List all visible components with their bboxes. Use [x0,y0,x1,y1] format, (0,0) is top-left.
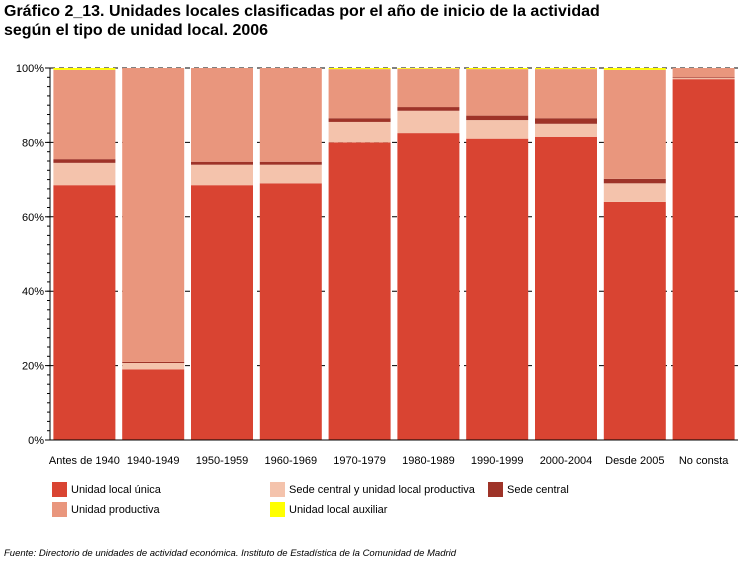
bar-segment [535,118,597,124]
legend-label: Unidad productiva [71,503,160,516]
bar-segment [122,369,185,440]
x-tick-label: 1960-1969 [264,455,317,467]
x-tick-label: 1950-1959 [196,455,249,467]
chart-title: Gráfico 2_13. Unidades locales clasifica… [4,2,744,40]
y-tick-label: 0% [28,435,44,447]
legend-item-sede-central-y-unidad-local-productiva: Sede central y unidad local productiva [270,482,475,497]
x-tick-label: Desde 2005 [605,455,664,467]
legend-swatch [270,482,285,497]
bar-segment [53,69,116,160]
legend-label: Unidad local auxiliar [289,503,388,516]
source-note: Fuente: Directorio de unidades de activi… [4,548,457,559]
bar-segment [53,159,116,163]
bar-segment [603,68,666,70]
bar-segment [466,138,529,440]
bar-segment [672,68,735,78]
legend-label: Sede central y unidad local productiva [289,483,475,496]
bar-segment [535,123,597,137]
bar-segment [672,77,735,79]
bar-segment [672,78,735,80]
bar-segment [259,68,322,162]
bar-segment [397,107,460,111]
bar-segment [191,185,253,440]
bar-segment [328,69,391,119]
bar-segment [603,183,666,202]
bar-segment [53,68,116,70]
stacked-bar-chart: 0% 20% 40% 60% 80% 100% Antes de 1940 1940-1949… [16,63,738,467]
x-tick-label: Antes de 1940 [49,455,120,467]
y-tick-label: 20% [22,361,44,373]
chart-title-line-1: Gráfico 2_13. Unidades locales clasifica… [4,3,600,20]
bar-segment [328,118,391,122]
bar-segment [191,164,253,186]
legend-item-unidad-local-auxiliar: Unidad local auxiliar [270,502,387,517]
legend-swatch [270,502,285,517]
legend-label: Sede central [507,483,569,496]
x-tick-label: No consta [679,455,729,467]
bar-segment [53,185,116,440]
bar-segment [466,120,529,139]
x-tick-label: 1940-1949 [127,455,180,467]
bar-segment [397,68,460,108]
bar-segment [328,142,391,440]
bar-segment [466,68,529,70]
legend-item-unidad-productiva: Unidad productiva [52,502,160,517]
y-tick-label: 60% [22,212,44,224]
legend-label: Unidad local única [71,483,161,496]
chart-legend: Unidad local única Sede central y unidad… [52,480,652,524]
bar-segment [603,178,666,184]
bar-segment [397,68,460,69]
legend-swatch [488,482,503,497]
bar-segment [259,164,322,184]
x-tick-label: 1980-1989 [402,455,455,467]
chart-title-line-2: según el tipo de unidad local. 2006 [4,22,269,39]
bar-segment [672,79,735,440]
bar-segment [603,201,666,440]
bar-segment [259,183,322,440]
legend-item-unidad-local-unica: Unidad local única [52,482,161,497]
x-tick-label: 1990-1999 [471,455,524,467]
bar-segment [259,161,322,165]
bar-segment [53,162,116,186]
bar-segment [535,69,597,119]
y-tick-label: 80% [22,137,44,149]
bar-segment [397,110,460,134]
bar-segment [122,362,185,370]
y-tick-label: 40% [22,286,44,298]
bar-segment [535,136,597,440]
bar-segment [122,361,185,363]
bar-segment [603,69,666,179]
bar-segment [466,69,529,116]
bar-segment [397,133,460,440]
bar-segment [328,68,391,70]
bar-segment [122,68,185,362]
legend-swatch [52,482,67,497]
bar-segment [535,68,597,70]
bar-segment [328,121,391,143]
x-tick-label: 1970-1979 [333,455,386,467]
legend-item-sede-central: Sede central [488,482,569,497]
y-tick-label: 100% [16,63,44,75]
legend-swatch [52,502,67,517]
bar-segment [191,68,253,162]
bar-segment [191,161,253,165]
x-tick-label: 2000-2004 [540,455,593,467]
bar-segment [466,115,529,121]
